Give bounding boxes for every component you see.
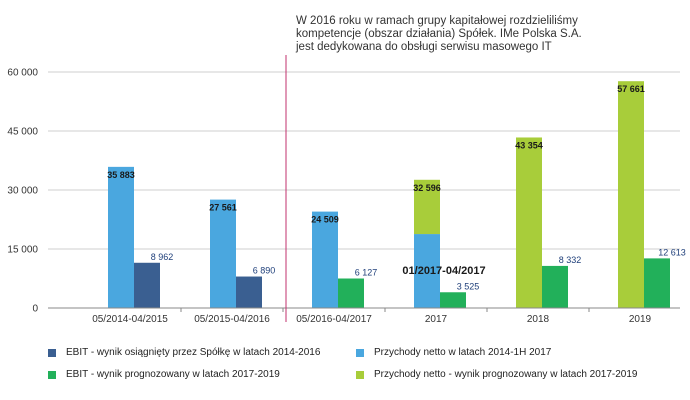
bar: [618, 81, 644, 308]
axes: 0 15 000 30 000 45 000 60 000 05/2014-04/2015…: [7, 55, 680, 325]
bar: [108, 166, 134, 308]
legend-label: Przychody netto - wynik prognozowany w l…: [374, 369, 638, 380]
bar: [440, 292, 466, 308]
data-label: 8 962: [151, 252, 174, 262]
bar: [414, 234, 440, 308]
bar: [210, 199, 236, 308]
legend-item: EBIT - wynik osiągnięty przez Spółkę w l…: [48, 347, 320, 358]
data-label: 8 332: [559, 255, 582, 265]
annotation-note: W 2016 roku w ramach grupy kapitałowej r…: [296, 15, 626, 54]
x-tick-label: 2017: [425, 314, 448, 325]
data-label: 3 525: [457, 281, 480, 291]
period-label: 01/2017-04/2017: [402, 265, 485, 277]
data-label: 27 561: [209, 203, 237, 213]
data-label: 57 661: [617, 84, 645, 94]
bar: [134, 262, 160, 308]
annotation-line: jest dedykowana do obsługi serwisu masow…: [296, 41, 552, 53]
data-label: 6 890: [253, 266, 276, 276]
legend-item: Przychody netto - wynik prognozowany w l…: [356, 369, 637, 380]
legend-item: Przychody netto w latach 2014-1H 2017: [356, 347, 551, 358]
bar: [312, 211, 338, 308]
data-label: 6 127: [355, 268, 378, 278]
data-label: 43 354: [515, 140, 543, 150]
bar: [644, 258, 670, 308]
data-label: 32 596: [413, 183, 441, 193]
legend-swatch: [356, 348, 364, 357]
data-labels: 8 962 6 890 35 883 27 561 24 509 6 127 3 525 8 …: [107, 84, 686, 291]
legend-swatch: [48, 370, 56, 379]
gridlines: [48, 71, 680, 250]
y-tick-label: 0: [32, 304, 38, 315]
legend-item: EBIT - wynik prognozowany w latach 2017-…: [48, 369, 280, 380]
x-tick-label: 05/2015-04/2016: [194, 314, 270, 325]
legend-swatch: [48, 348, 56, 357]
x-tick-label: 2019: [629, 314, 652, 325]
y-tick-label: 15 000: [7, 245, 38, 256]
data-label: 35 883: [107, 170, 135, 180]
legend-swatch: [356, 370, 364, 379]
legend-label: EBIT - wynik osiągnięty przez Spółkę w l…: [66, 347, 321, 358]
annotation-line: kompetencje (obszar działania) Spółek. I…: [296, 28, 582, 40]
x-tick-label: 05/2014-04/2015: [92, 314, 168, 325]
data-label: 24 509: [311, 215, 339, 225]
y-tick-label: 45 000: [7, 127, 38, 138]
legend-label: EBIT - wynik prognozowany w latach 2017-…: [66, 369, 280, 380]
bars: [108, 81, 670, 308]
bar: [516, 137, 542, 308]
bar: [542, 265, 568, 308]
legend-label: Przychody netto w latach 2014-1H 2017: [374, 347, 552, 358]
data-label: 12 613: [658, 247, 686, 257]
y-tick-label: 60 000: [7, 68, 38, 79]
bar: [338, 278, 364, 308]
annotation-line: W 2016 roku w ramach grupy kapitałowej r…: [296, 15, 578, 27]
y-tick-label: 30 000: [7, 186, 38, 197]
x-tick-label: 05/2016-04/2017: [296, 314, 372, 325]
x-tick-label: 2018: [527, 314, 550, 325]
bar: [236, 276, 262, 308]
bar: [414, 179, 440, 235]
